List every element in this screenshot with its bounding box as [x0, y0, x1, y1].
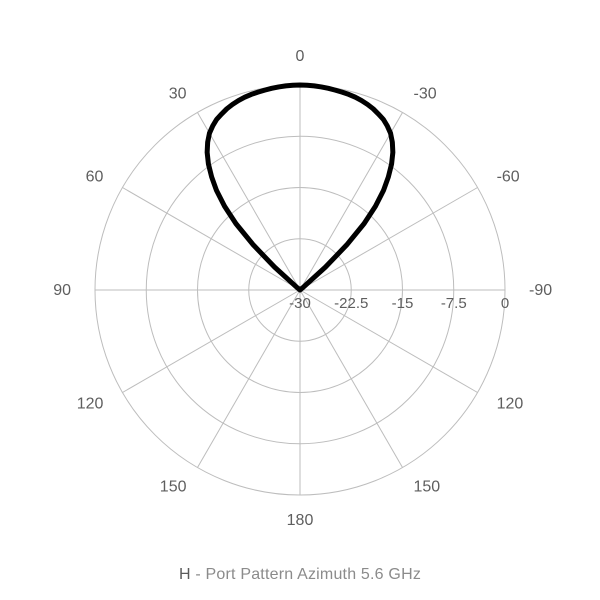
svg-text:-30: -30 [289, 295, 311, 312]
antenna-pattern-polar-chart: 0 30 60 90 120 150 180 150 120 -90 -60 -30 -30 -22.5 -… [0, 0, 600, 600]
svg-text:-90: -90 [529, 282, 552, 299]
svg-text:120: 120 [77, 396, 104, 413]
caption-rest: - Port Pattern Azimuth 5.6 GHz [191, 566, 421, 583]
svg-text:30: 30 [169, 85, 187, 102]
svg-text:0: 0 [501, 295, 509, 312]
svg-text:-15: -15 [392, 295, 414, 312]
svg-text:120: 120 [497, 396, 524, 413]
svg-text:-7.5: -7.5 [441, 295, 467, 312]
svg-text:180: 180 [287, 512, 314, 529]
svg-text:150: 150 [414, 479, 441, 496]
svg-text:60: 60 [86, 169, 104, 186]
svg-text:-22.5: -22.5 [334, 295, 368, 312]
chart-caption: H - Port Pattern Azimuth 5.6 GHz [0, 566, 600, 584]
svg-text:150: 150 [160, 479, 187, 496]
svg-text:0: 0 [296, 48, 305, 65]
caption-lead: H [179, 566, 191, 583]
svg-text:-30: -30 [414, 85, 437, 102]
svg-text:90: 90 [53, 282, 71, 299]
svg-text:-60: -60 [497, 169, 520, 186]
